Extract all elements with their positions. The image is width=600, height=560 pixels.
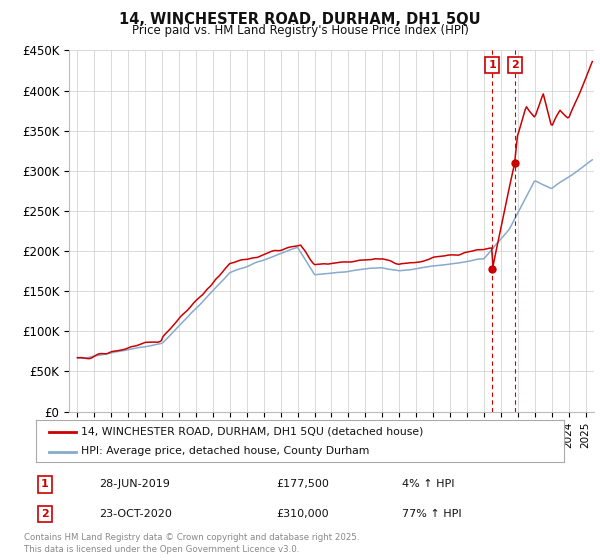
Text: 2: 2 (511, 60, 518, 70)
Text: 77% ↑ HPI: 77% ↑ HPI (402, 509, 461, 519)
Text: 28-JUN-2019: 28-JUN-2019 (99, 479, 170, 489)
Text: 2: 2 (41, 509, 49, 519)
Text: £310,000: £310,000 (276, 509, 329, 519)
Text: 14, WINCHESTER ROAD, DURHAM, DH1 5QU: 14, WINCHESTER ROAD, DURHAM, DH1 5QU (119, 12, 481, 27)
Text: 14, WINCHESTER ROAD, DURHAM, DH1 5QU (detached house): 14, WINCHESTER ROAD, DURHAM, DH1 5QU (de… (81, 427, 423, 437)
Text: 1: 1 (488, 60, 496, 70)
Text: Price paid vs. HM Land Registry's House Price Index (HPI): Price paid vs. HM Land Registry's House … (131, 24, 469, 37)
Text: Contains HM Land Registry data © Crown copyright and database right 2025.: Contains HM Land Registry data © Crown c… (24, 533, 359, 542)
Text: 23-OCT-2020: 23-OCT-2020 (99, 509, 172, 519)
Text: This data is licensed under the Open Government Licence v3.0.: This data is licensed under the Open Gov… (24, 545, 299, 554)
Text: HPI: Average price, detached house, County Durham: HPI: Average price, detached house, Coun… (81, 446, 369, 456)
Text: 1: 1 (41, 479, 49, 489)
Text: 4% ↑ HPI: 4% ↑ HPI (402, 479, 455, 489)
Text: £177,500: £177,500 (276, 479, 329, 489)
